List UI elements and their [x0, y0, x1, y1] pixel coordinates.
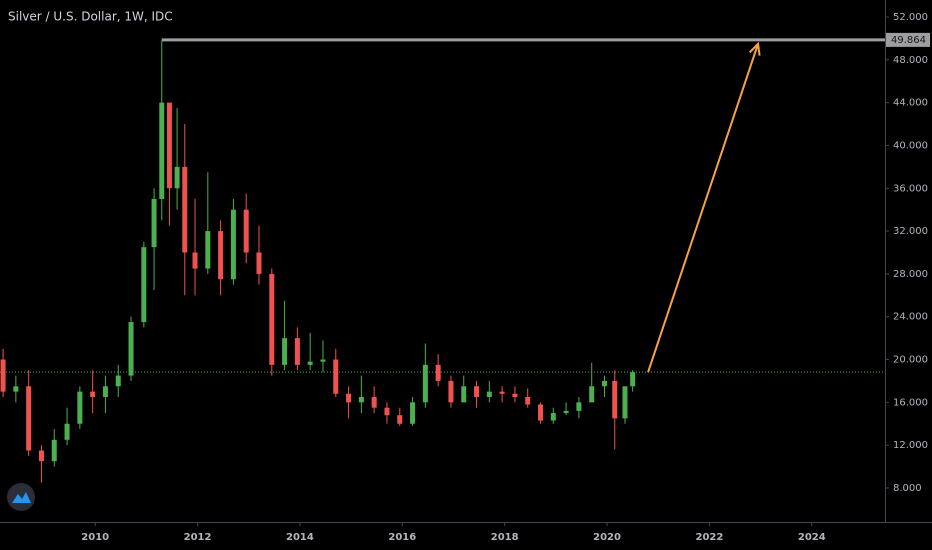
arrow-head: [748, 41, 761, 56]
candle-body: [422, 364, 428, 403]
candle-body: [320, 359, 326, 362]
candle-body: [269, 273, 275, 365]
candle-body: [448, 380, 454, 403]
price-label-box: [886, 32, 930, 47]
candle-body: [499, 391, 505, 394]
price-label: 49.864: [891, 35, 926, 46]
candle-body: [38, 450, 44, 462]
candle-body: [51, 439, 57, 462]
candle-body: [474, 386, 480, 397]
candle-body: [90, 391, 96, 397]
candle-body: [397, 415, 403, 424]
chart-title: Silver / U.S. Dollar, 1W, IDC: [8, 10, 173, 24]
candle-body: [563, 410, 569, 414]
candle-body: [307, 361, 313, 365]
candle-body: [512, 393, 518, 397]
candle-body: [410, 402, 416, 424]
candle-body: [159, 102, 165, 199]
candle-body: [294, 338, 300, 365]
logo: [7, 483, 35, 511]
candle-body: [630, 372, 636, 387]
candle-body: [192, 252, 198, 269]
y-tick-label: 12.000: [893, 440, 928, 451]
candle-body: [461, 386, 467, 403]
candle-body: [166, 102, 172, 189]
candle-body: [602, 380, 608, 387]
candle-body: [205, 231, 211, 269]
candle-body: [538, 404, 544, 421]
candle-body: [13, 386, 19, 392]
candle-body: [102, 386, 108, 397]
candle-body: [243, 209, 249, 253]
x-tick-label: 2012: [184, 532, 212, 543]
y-tick-label: 28.000: [893, 269, 928, 280]
candle-body: [141, 247, 147, 323]
candle-body: [333, 359, 339, 394]
candle-body: [218, 231, 224, 280]
candle-body: [26, 386, 32, 451]
candle-body: [384, 407, 390, 416]
x-tick-label: 2022: [696, 532, 724, 543]
candle-body: [64, 423, 70, 440]
candle-body: [77, 391, 83, 424]
y-tick-label: 48.000: [893, 55, 928, 66]
candle-body: [589, 386, 595, 403]
x-tick-label: 2010: [81, 532, 109, 543]
candle-body: [346, 393, 352, 403]
candle-body: [576, 402, 582, 411]
candle-body: [358, 396, 364, 403]
y-tick-label: 20.000: [893, 355, 928, 366]
candle-body: [256, 252, 262, 274]
candle-body: [622, 386, 628, 419]
x-tick-label: 2014: [286, 532, 314, 543]
y-tick-label: 52.000: [893, 12, 928, 23]
x-tick-label: 2016: [388, 532, 416, 543]
x-tick-label: 2018: [491, 532, 519, 543]
candle-body: [174, 166, 180, 189]
x-tick-label: 2024: [798, 532, 826, 543]
candle-body: [435, 364, 441, 381]
candle-body: [115, 375, 121, 387]
candle-body: [230, 209, 236, 280]
candle-body: [182, 166, 188, 253]
candle-body: [371, 396, 377, 408]
y-tick-label: 8.000: [893, 483, 922, 494]
candle-body: [525, 396, 531, 405]
y-tick-label: 40.000: [893, 140, 928, 151]
candle-body: [128, 322, 134, 376]
candle-body: [550, 413, 556, 421]
x-tick-label: 2020: [593, 532, 621, 543]
arrow-line: [647, 43, 760, 373]
y-tick-label: 16.000: [893, 397, 928, 408]
y-tick-label: 36.000: [893, 183, 928, 194]
y-tick-label: 44.000: [893, 98, 928, 109]
candle-body: [612, 380, 618, 419]
candle-body: [282, 338, 288, 365]
y-tick-label: 24.000: [893, 312, 928, 323]
candle-body: [151, 198, 157, 248]
candle-body: [0, 359, 6, 392]
candle-body: [486, 391, 492, 397]
y-tick-label: 32.000: [893, 226, 928, 237]
